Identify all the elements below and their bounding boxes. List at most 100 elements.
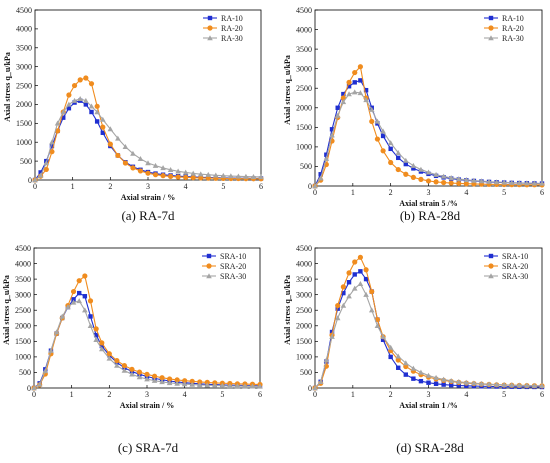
y-tick-label: 1000 xyxy=(15,353,31,362)
y-tick-label: 2500 xyxy=(15,306,31,315)
data-point xyxy=(99,346,105,352)
data-point xyxy=(122,160,128,166)
data-point xyxy=(49,143,55,149)
data-point xyxy=(455,378,462,384)
data-point xyxy=(76,298,82,304)
data-point xyxy=(425,372,432,378)
y-tick-label: 1000 xyxy=(296,143,312,152)
data-point xyxy=(351,89,358,95)
data-point xyxy=(152,162,159,168)
series-line xyxy=(34,98,262,181)
x-tick-label: 2 xyxy=(108,182,112,191)
data-point xyxy=(249,383,256,389)
data-point xyxy=(136,374,143,380)
data-point xyxy=(137,168,144,174)
data-point xyxy=(183,174,189,180)
data-point xyxy=(340,302,347,308)
y-tick-label: 500 xyxy=(300,162,312,171)
data-point xyxy=(516,382,523,388)
data-point xyxy=(531,180,538,186)
data-point xyxy=(198,175,204,181)
data-point xyxy=(508,179,515,185)
data-point xyxy=(334,112,341,118)
x-tick-label: 2 xyxy=(389,390,393,399)
data-point xyxy=(60,109,67,115)
x-tick-label: 6 xyxy=(258,390,262,399)
data-point xyxy=(456,383,461,388)
data-point xyxy=(524,180,530,186)
data-point xyxy=(418,176,424,182)
data-point xyxy=(70,288,77,295)
data-point xyxy=(380,128,386,134)
data-point xyxy=(159,375,165,381)
data-point xyxy=(160,165,166,171)
chart-panel-2: 0 1 2 3 4 5 6 0 500 1000 1500 2000 2500 3000 3500 4000 4… xyxy=(283,6,545,223)
data-point xyxy=(82,273,88,279)
data-point xyxy=(48,347,54,353)
data-point xyxy=(352,80,357,85)
data-point xyxy=(205,171,212,177)
chart-panel-3: 0 1 2 3 4 5 6 0 500 1000 1500 2000 2500 3000 3500 4000 4… xyxy=(2,244,263,455)
data-point xyxy=(329,127,335,132)
data-point xyxy=(99,340,105,346)
data-point xyxy=(396,155,401,161)
data-point xyxy=(346,84,352,89)
data-point xyxy=(121,363,127,369)
data-point xyxy=(36,381,43,387)
data-point xyxy=(329,333,335,339)
y-tick-label: 3000 xyxy=(296,64,312,73)
data-point xyxy=(448,377,454,383)
data-point xyxy=(82,294,88,299)
data-point xyxy=(323,357,330,363)
data-point xyxy=(441,382,446,387)
data-point xyxy=(107,126,114,132)
data-point xyxy=(121,367,128,373)
data-point xyxy=(243,173,249,179)
data-point xyxy=(167,167,174,172)
y-tick-label: 1000 xyxy=(296,353,312,362)
series-SRA-20 xyxy=(31,273,263,391)
x-tick-label: 2 xyxy=(389,188,393,197)
y-tick-label: 0 xyxy=(308,384,312,393)
data-point xyxy=(66,106,72,111)
x-axis-label: Axial strain 1 /% xyxy=(399,401,457,410)
series-RA-10 xyxy=(32,98,264,183)
legend-swatch-marker xyxy=(488,273,494,279)
x-tick-label: 4 xyxy=(183,390,187,399)
y-tick-label: 500 xyxy=(300,368,312,377)
data-point xyxy=(363,267,369,273)
x-tick-label: 5 xyxy=(502,390,506,399)
data-point xyxy=(106,355,113,361)
data-point xyxy=(539,180,545,186)
data-point xyxy=(395,149,402,155)
x-tick-label: 4 xyxy=(184,182,188,191)
y-tick-label: 4000 xyxy=(16,25,32,34)
data-point xyxy=(213,172,219,178)
y-axis-label: Axial stress q_u/kPa xyxy=(3,52,12,122)
data-point xyxy=(65,304,71,310)
data-point xyxy=(312,385,318,391)
series-line xyxy=(34,100,262,181)
legend-swatch-marker xyxy=(488,25,494,31)
x-tick-label: 5 xyxy=(220,390,224,399)
y-tick-label: 0 xyxy=(27,384,31,393)
data-point xyxy=(166,380,173,386)
y-axis-label: Axial stress q_u/kPa xyxy=(283,55,292,125)
data-point xyxy=(182,378,188,384)
data-point xyxy=(464,383,469,389)
data-point xyxy=(448,180,454,186)
data-point xyxy=(93,332,99,338)
data-point xyxy=(38,170,43,175)
data-point xyxy=(449,382,454,388)
data-point xyxy=(77,77,83,83)
figure-caption: (d) SRA-28d xyxy=(396,440,464,455)
data-point xyxy=(369,288,375,295)
data-point xyxy=(340,99,347,105)
data-point xyxy=(130,165,136,171)
y-tick-label: 2500 xyxy=(16,81,32,90)
data-point xyxy=(352,259,358,265)
series-RA-20 xyxy=(32,75,264,183)
y-tick-label: 500 xyxy=(19,368,31,377)
